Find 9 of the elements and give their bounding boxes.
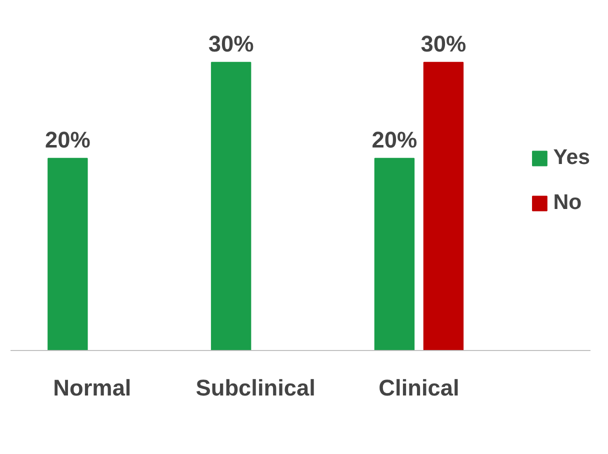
legend-label: No [553, 190, 582, 215]
data-label: 30% [420, 30, 466, 56]
data-label: 20% [45, 126, 90, 152]
x-tick-label: Subclinical [196, 374, 316, 400]
x-tick-label: Clinical [378, 374, 460, 400]
data-label: 30% [208, 30, 254, 56]
legend-label: Yes [553, 145, 590, 170]
data-label: 20% [372, 126, 418, 152]
x-tick-label: Normal [53, 374, 132, 400]
